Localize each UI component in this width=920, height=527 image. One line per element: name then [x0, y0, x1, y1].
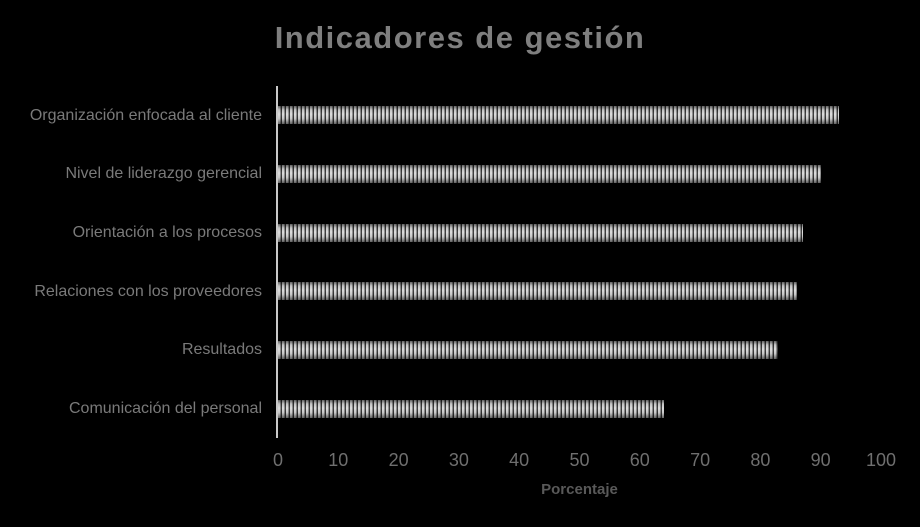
bar-track — [278, 282, 881, 301]
x-tick-label: 100 — [865, 450, 897, 470]
bar — [278, 223, 803, 242]
chart-row: Comunicación del personal — [0, 379, 920, 438]
y-axis-line — [276, 86, 278, 438]
category-label: Organización enfocada al cliente — [29, 106, 262, 124]
chart-row: Relaciones con los proveedores — [0, 262, 920, 321]
bar-track — [278, 106, 881, 125]
plot-area: Organización enfocada al cliente Nivel de… — [0, 86, 920, 438]
x-tick-label: 70 — [690, 450, 711, 470]
x-tick-label: 10 — [328, 450, 349, 470]
bar — [278, 399, 664, 418]
x-tick-label: 80 — [750, 450, 771, 470]
x-axis-ticks: 0 10 20 30 40 50 60 70 80 90 100 — [273, 450, 896, 472]
x-tick-label: 90 — [810, 450, 831, 470]
x-tick-label: 60 — [629, 450, 650, 470]
x-tick-label: 30 — [448, 450, 469, 470]
bar — [278, 341, 779, 360]
chart-row: Nivel de liderazgo gerencial — [0, 145, 920, 204]
bar — [278, 165, 821, 183]
bar — [278, 282, 797, 301]
bar-track — [278, 341, 881, 360]
x-tick-label: 0 — [272, 450, 284, 470]
bar-track — [278, 223, 881, 242]
category-label: Nivel de liderazgo gerencial — [65, 165, 262, 183]
bar — [278, 106, 839, 125]
chart-row: Resultados — [0, 321, 920, 380]
x-axis-title: Porcentaje — [541, 481, 618, 498]
category-label: Comunicación del personal — [69, 399, 262, 417]
category-label: Relaciones con los proveedores — [34, 282, 262, 300]
chart-row: Organización enfocada al cliente — [0, 86, 920, 145]
x-tick-label: 40 — [509, 450, 530, 470]
bar-track — [278, 399, 881, 418]
x-tick-label: 20 — [388, 450, 409, 470]
x-tick-label: 50 — [569, 450, 590, 470]
chart-title: Indicadores de gestión — [274, 20, 646, 55]
category-label: Resultados — [181, 341, 262, 359]
chart-row: Orientación a los procesos — [0, 203, 920, 262]
bar-track — [278, 165, 881, 183]
category-label: Orientación a los procesos — [72, 223, 262, 241]
